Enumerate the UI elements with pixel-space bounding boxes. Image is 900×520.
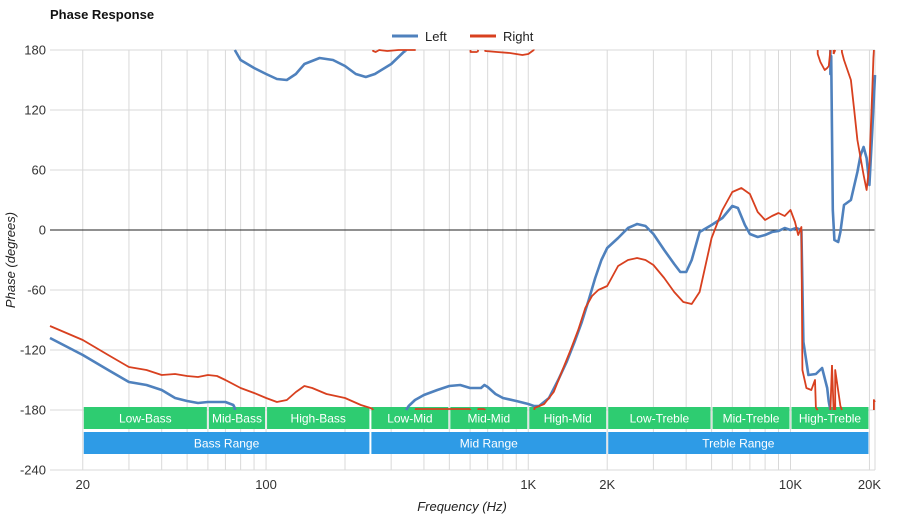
range-band-label: High-Treble bbox=[799, 412, 862, 426]
series-line-right bbox=[49, 49, 876, 411]
range-band-label: Low-Treble bbox=[630, 412, 690, 426]
range-band bbox=[712, 407, 790, 429]
range-band bbox=[608, 407, 711, 429]
y-tick-label: -120 bbox=[20, 343, 46, 358]
x-tick-label: 10K bbox=[779, 477, 802, 492]
y-tick-label: -180 bbox=[20, 403, 46, 418]
chart-title: Phase Response bbox=[50, 7, 154, 22]
y-tick-label: 180 bbox=[24, 43, 46, 58]
range-band bbox=[208, 407, 266, 429]
x-tick-label: 20K bbox=[858, 477, 881, 492]
range-band bbox=[450, 407, 528, 429]
range-band-label: Bass Range bbox=[194, 437, 260, 451]
range-band-label: Mid-Treble bbox=[723, 412, 780, 426]
y-tick-label: 0 bbox=[39, 223, 46, 238]
x-axis-label: Frequency (Hz) bbox=[417, 499, 507, 514]
legend-label-right: Right bbox=[503, 29, 534, 44]
range-band-label: Treble Range bbox=[702, 437, 775, 451]
grid bbox=[50, 49, 876, 471]
range-band bbox=[608, 432, 869, 454]
x-tick-label: 1K bbox=[520, 477, 536, 492]
range-band-label: Mid Range bbox=[460, 437, 518, 451]
legend: Left Right bbox=[392, 29, 534, 44]
range-band-label: Mid-Bass bbox=[212, 412, 262, 426]
frequency-range-bands: Low-Bass Mid-Bass High-Bass Low-Mid Mid-Mid H… bbox=[83, 407, 869, 454]
range-band bbox=[267, 407, 370, 429]
y-axis-ticks: 180 120 60 0 -60 -120 -180 -240 bbox=[20, 43, 46, 478]
y-axis-label: Phase (degrees) bbox=[3, 212, 18, 308]
x-tick-label: 100 bbox=[255, 477, 277, 492]
x-tick-label: 20 bbox=[76, 477, 90, 492]
range-band-label: Low-Bass bbox=[119, 412, 172, 426]
y-tick-label: -60 bbox=[27, 283, 46, 298]
series-lines bbox=[49, 49, 877, 411]
range-band bbox=[83, 407, 207, 429]
range-band bbox=[791, 407, 869, 429]
range-band bbox=[83, 432, 370, 454]
range-band-label: Mid-Mid bbox=[467, 412, 510, 426]
range-band bbox=[371, 407, 449, 429]
range-band bbox=[371, 432, 607, 454]
y-tick-label: 60 bbox=[32, 163, 46, 178]
legend-label-left: Left bbox=[425, 29, 447, 44]
range-band bbox=[529, 407, 607, 429]
x-axis-ticks: 20 100 1K 2K 10K 20K bbox=[76, 477, 882, 492]
range-band-label: High-Bass bbox=[291, 412, 346, 426]
x-tick-label: 2K bbox=[599, 477, 615, 492]
range-band-label: High-Mid bbox=[544, 412, 592, 426]
y-tick-label: -240 bbox=[20, 463, 46, 478]
y-tick-label: 120 bbox=[24, 103, 46, 118]
range-band-label: Low-Mid bbox=[387, 412, 432, 426]
